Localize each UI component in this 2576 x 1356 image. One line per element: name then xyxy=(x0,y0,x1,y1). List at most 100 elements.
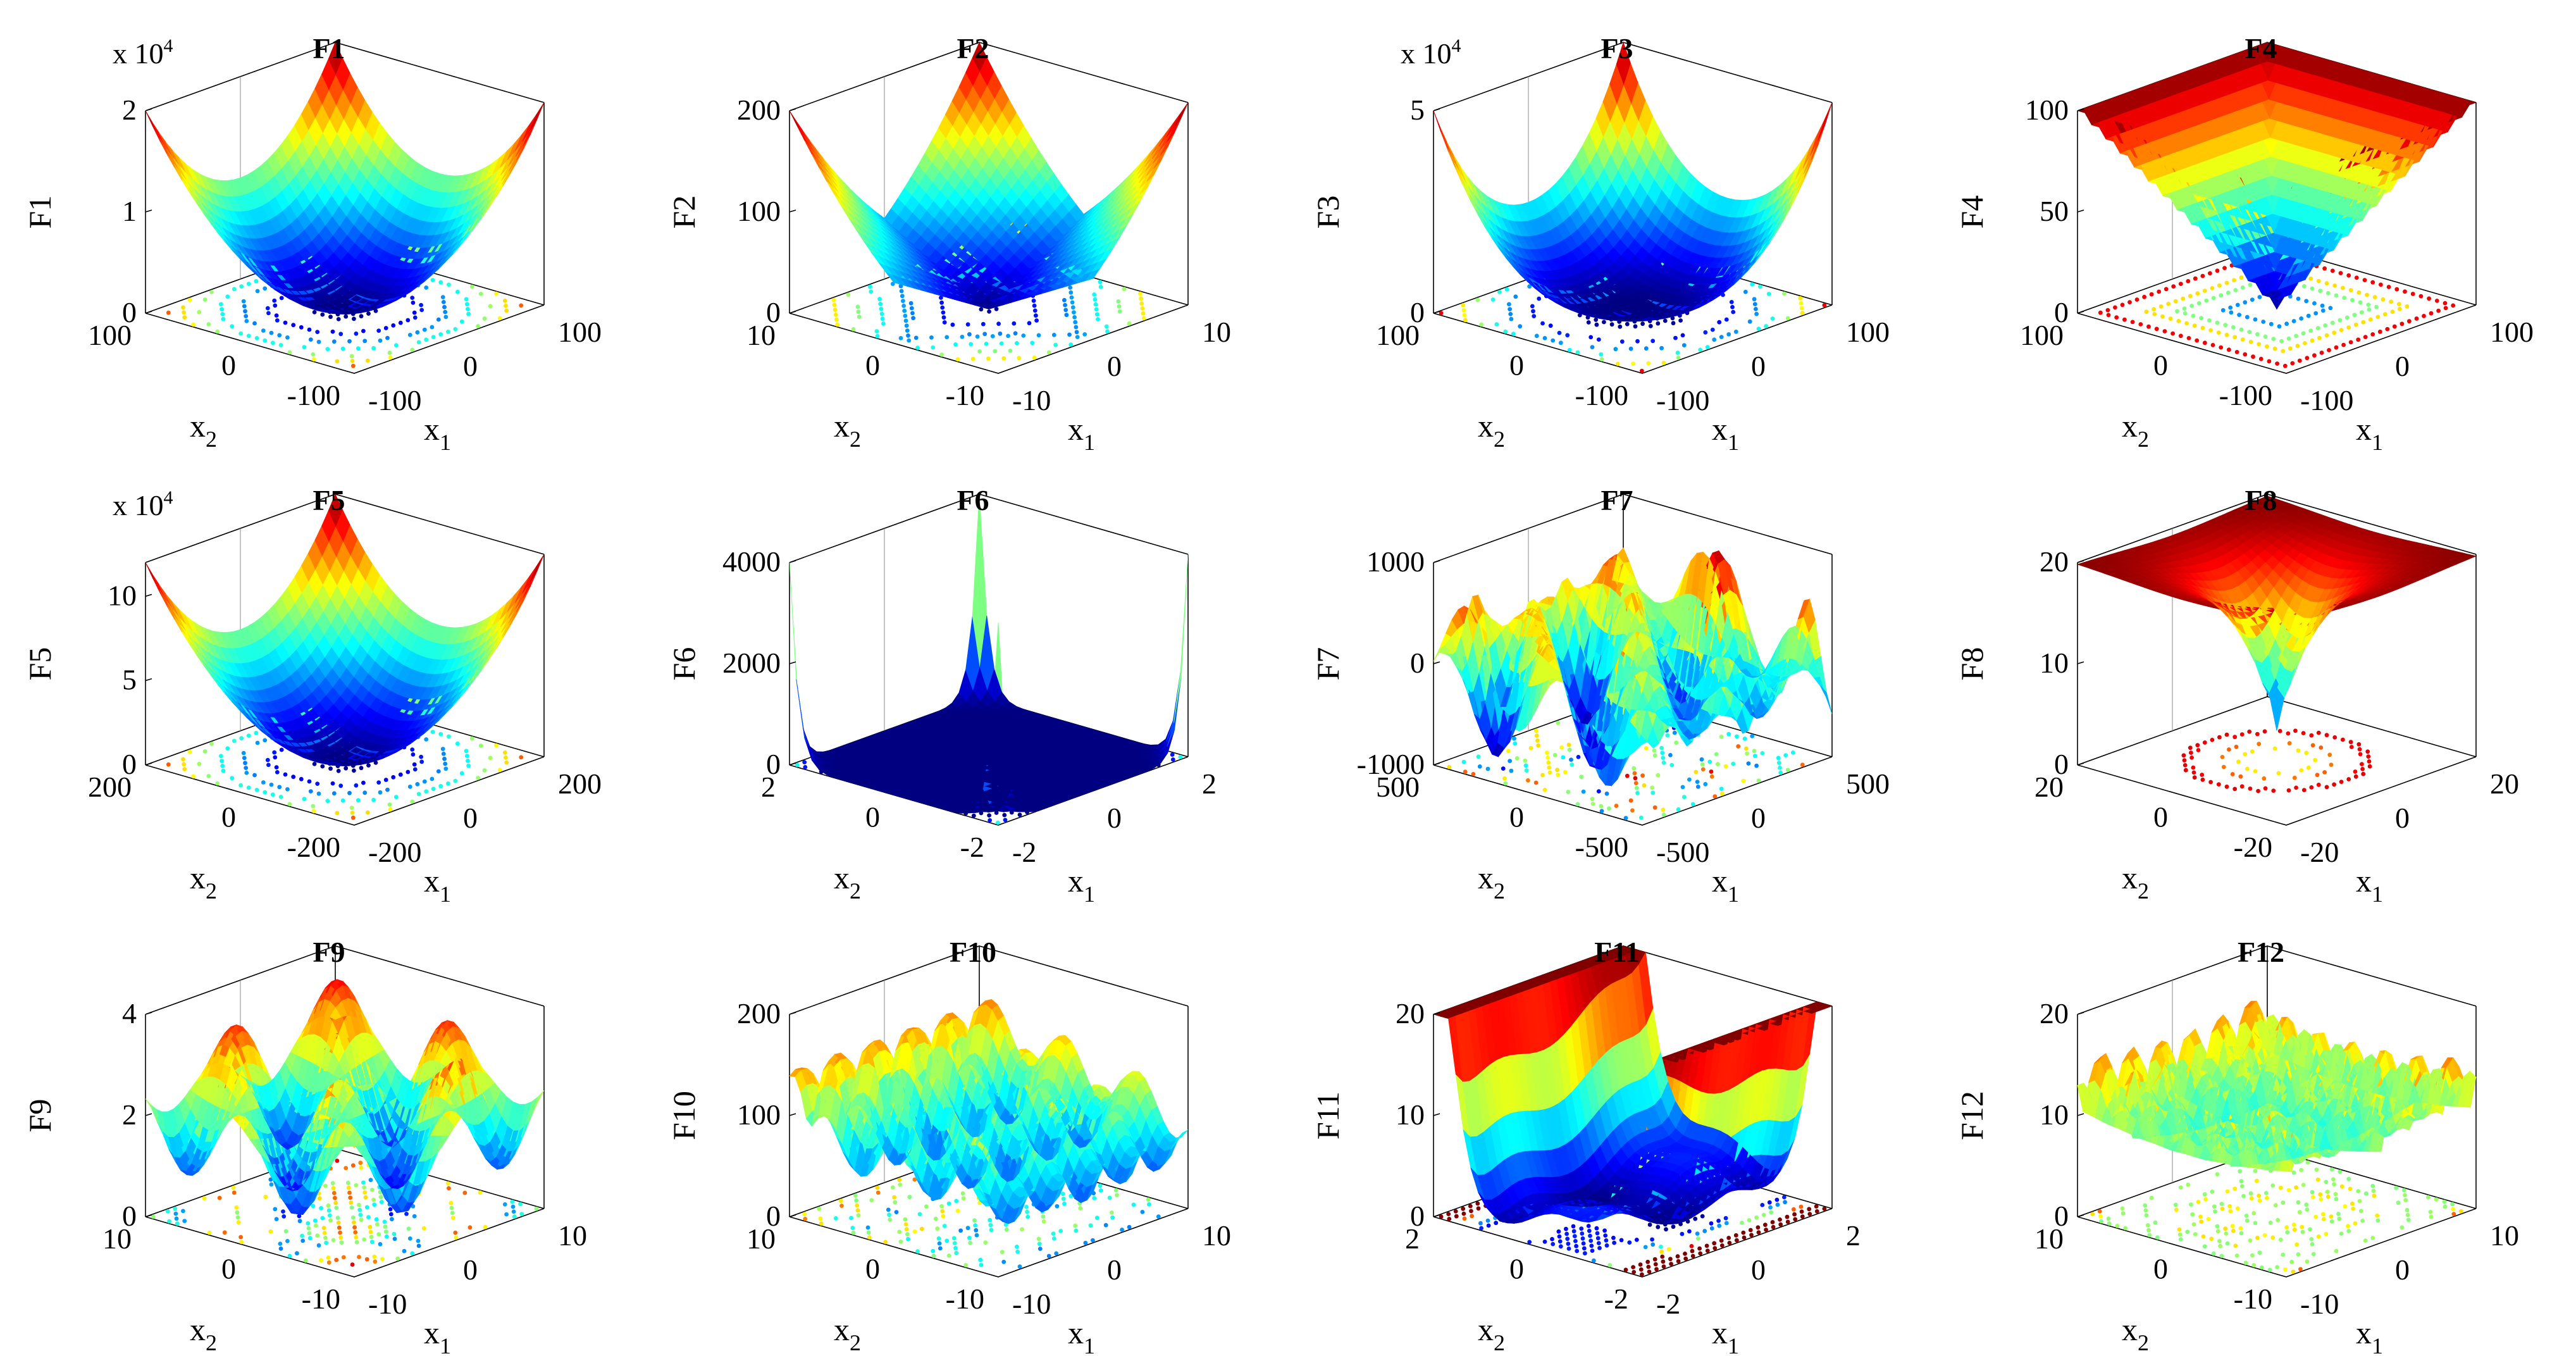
surface-patch xyxy=(152,121,167,149)
contour-dot xyxy=(347,339,352,344)
x-tick-label: 0 xyxy=(2395,350,2410,382)
contour-dot xyxy=(2245,314,2250,320)
contour-dot xyxy=(2113,305,2117,310)
contour-dot xyxy=(2193,276,2198,281)
contour-dot xyxy=(504,755,508,760)
contour-dot xyxy=(366,311,371,316)
contour-dot xyxy=(336,317,341,321)
contour-dot xyxy=(2154,327,2159,332)
contour-dot xyxy=(2334,293,2339,298)
contour-dot xyxy=(1770,316,1775,321)
contour-dot xyxy=(350,811,355,815)
contour-dot xyxy=(406,769,411,774)
contour-dot xyxy=(1798,295,1803,301)
contour-dot xyxy=(2382,312,2387,317)
contour-dot xyxy=(2261,320,2266,324)
contour-dot xyxy=(2239,275,2244,280)
contour-dot xyxy=(488,756,493,761)
contour-dot xyxy=(2130,320,2135,325)
contour-dot xyxy=(955,357,960,362)
contour-dot xyxy=(2208,328,2213,333)
contour-dot xyxy=(1046,350,1051,355)
contour-dot xyxy=(225,746,230,751)
contour-dot xyxy=(252,773,257,778)
contour-dot xyxy=(931,345,936,350)
contour-dot xyxy=(352,768,356,773)
contour-dot xyxy=(272,298,277,303)
contour-dot xyxy=(398,320,403,325)
contour-dot xyxy=(2317,335,2322,340)
contour-dot xyxy=(2181,296,2186,301)
contour-dot xyxy=(880,316,885,321)
contour-dot xyxy=(1681,343,1687,347)
contour-dot xyxy=(191,322,195,327)
contour-dot xyxy=(1117,304,1122,309)
contour-dot xyxy=(478,292,483,296)
contour-dot xyxy=(2362,278,2367,282)
contour-dot xyxy=(941,315,946,320)
contour-dot xyxy=(1558,340,1563,345)
contour-dot xyxy=(356,798,361,803)
contour-dot xyxy=(442,756,447,761)
contour-dot xyxy=(2299,316,2304,321)
contour-dot xyxy=(419,302,423,308)
x-axis-label: x1 xyxy=(1712,411,1739,455)
contour-dot xyxy=(2306,313,2311,318)
contour-dot xyxy=(469,736,474,741)
contour-dot xyxy=(273,303,278,308)
contour-dot xyxy=(344,766,349,771)
contour-dot xyxy=(2323,323,2328,328)
y-axis-label: x2 xyxy=(2122,408,2149,452)
contour-dot xyxy=(2392,324,2397,329)
contour-dot xyxy=(1548,323,1553,328)
contour-dot xyxy=(285,787,290,792)
contour-dot xyxy=(857,314,862,319)
contour-dot xyxy=(1116,299,1121,304)
contour-dot xyxy=(1509,316,1514,321)
contour-dot xyxy=(350,363,356,368)
contour-dot xyxy=(1594,318,1599,322)
contour-dot xyxy=(2312,353,2317,358)
x-axis-label-sub: 1 xyxy=(1728,430,1739,455)
contour-dot xyxy=(464,297,469,302)
contour-dot xyxy=(261,328,266,333)
contour-dot xyxy=(362,339,368,344)
contour-dot xyxy=(466,307,470,311)
contour-dot xyxy=(338,332,344,337)
subplot-title: F1 xyxy=(313,32,345,65)
y-tick-label: 0 xyxy=(1509,349,1524,382)
contour-dot xyxy=(998,331,1003,336)
x-tick-label: 100 xyxy=(2490,316,2534,348)
contour-dot xyxy=(1599,357,1604,362)
contour-dot xyxy=(1140,306,1145,311)
contour-dot xyxy=(1013,331,1018,336)
contour-dot xyxy=(2164,287,2169,292)
contour-dot xyxy=(833,313,838,317)
surface-patch xyxy=(159,584,174,611)
contour-dot xyxy=(1008,349,1013,353)
contour-dot xyxy=(1680,333,1685,338)
contour-dot xyxy=(1731,309,1736,314)
contour-dot xyxy=(1764,324,1768,328)
contour-dot xyxy=(311,357,316,362)
contour-dot xyxy=(2162,329,2167,333)
contour-dot xyxy=(283,320,288,325)
contour-dot xyxy=(447,282,451,287)
contour-dot xyxy=(831,297,836,302)
contour-dot xyxy=(2202,340,2207,345)
contour-dot xyxy=(2354,275,2359,280)
contour-dot xyxy=(1673,335,1678,340)
contour-dot xyxy=(378,338,383,343)
contour-dot xyxy=(181,757,185,762)
x-tick-label: 10 xyxy=(1202,316,1231,348)
contour-dot xyxy=(2192,323,2197,328)
contour-dot xyxy=(263,338,268,343)
contour-dot xyxy=(2342,295,2347,300)
contour-dot xyxy=(502,750,507,755)
contour-dot xyxy=(1507,302,1511,307)
contour-dot xyxy=(2344,315,2350,320)
contour-dot xyxy=(1064,313,1069,318)
